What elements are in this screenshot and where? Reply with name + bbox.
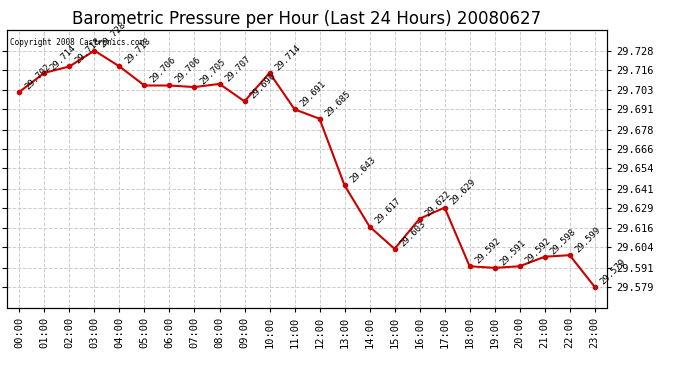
Text: 29.702: 29.702 — [23, 62, 52, 91]
Text: 29.705: 29.705 — [199, 57, 228, 86]
Text: 29.691: 29.691 — [299, 80, 328, 108]
Text: 29.591: 29.591 — [499, 238, 528, 267]
Text: 29.706: 29.706 — [174, 56, 203, 85]
Text: 29.707: 29.707 — [224, 54, 253, 83]
Text: 29.718: 29.718 — [124, 36, 152, 66]
Text: 29.622: 29.622 — [424, 189, 453, 218]
Text: 29.714: 29.714 — [274, 43, 303, 72]
Text: 29.718: 29.718 — [74, 36, 103, 66]
Text: 29.643: 29.643 — [348, 156, 378, 184]
Text: 29.685: 29.685 — [324, 89, 353, 118]
Text: 29.592: 29.592 — [474, 236, 503, 266]
Text: 29.728: 29.728 — [99, 21, 128, 50]
Text: 29.603: 29.603 — [399, 219, 428, 248]
Text: 29.579: 29.579 — [599, 257, 628, 286]
Text: 29.592: 29.592 — [524, 236, 553, 266]
Text: 29.696: 29.696 — [248, 71, 278, 100]
Text: Copyright 2008 Castronics.com: Copyright 2008 Castronics.com — [10, 38, 144, 47]
Text: 29.706: 29.706 — [148, 56, 178, 85]
Text: 29.617: 29.617 — [374, 196, 403, 226]
Title: Barometric Pressure per Hour (Last 24 Hours) 20080627: Barometric Pressure per Hour (Last 24 Ho… — [72, 10, 542, 28]
Text: 29.598: 29.598 — [549, 227, 578, 256]
Text: 29.599: 29.599 — [574, 225, 603, 254]
Text: 29.714: 29.714 — [48, 43, 78, 72]
Text: 29.629: 29.629 — [448, 178, 478, 207]
